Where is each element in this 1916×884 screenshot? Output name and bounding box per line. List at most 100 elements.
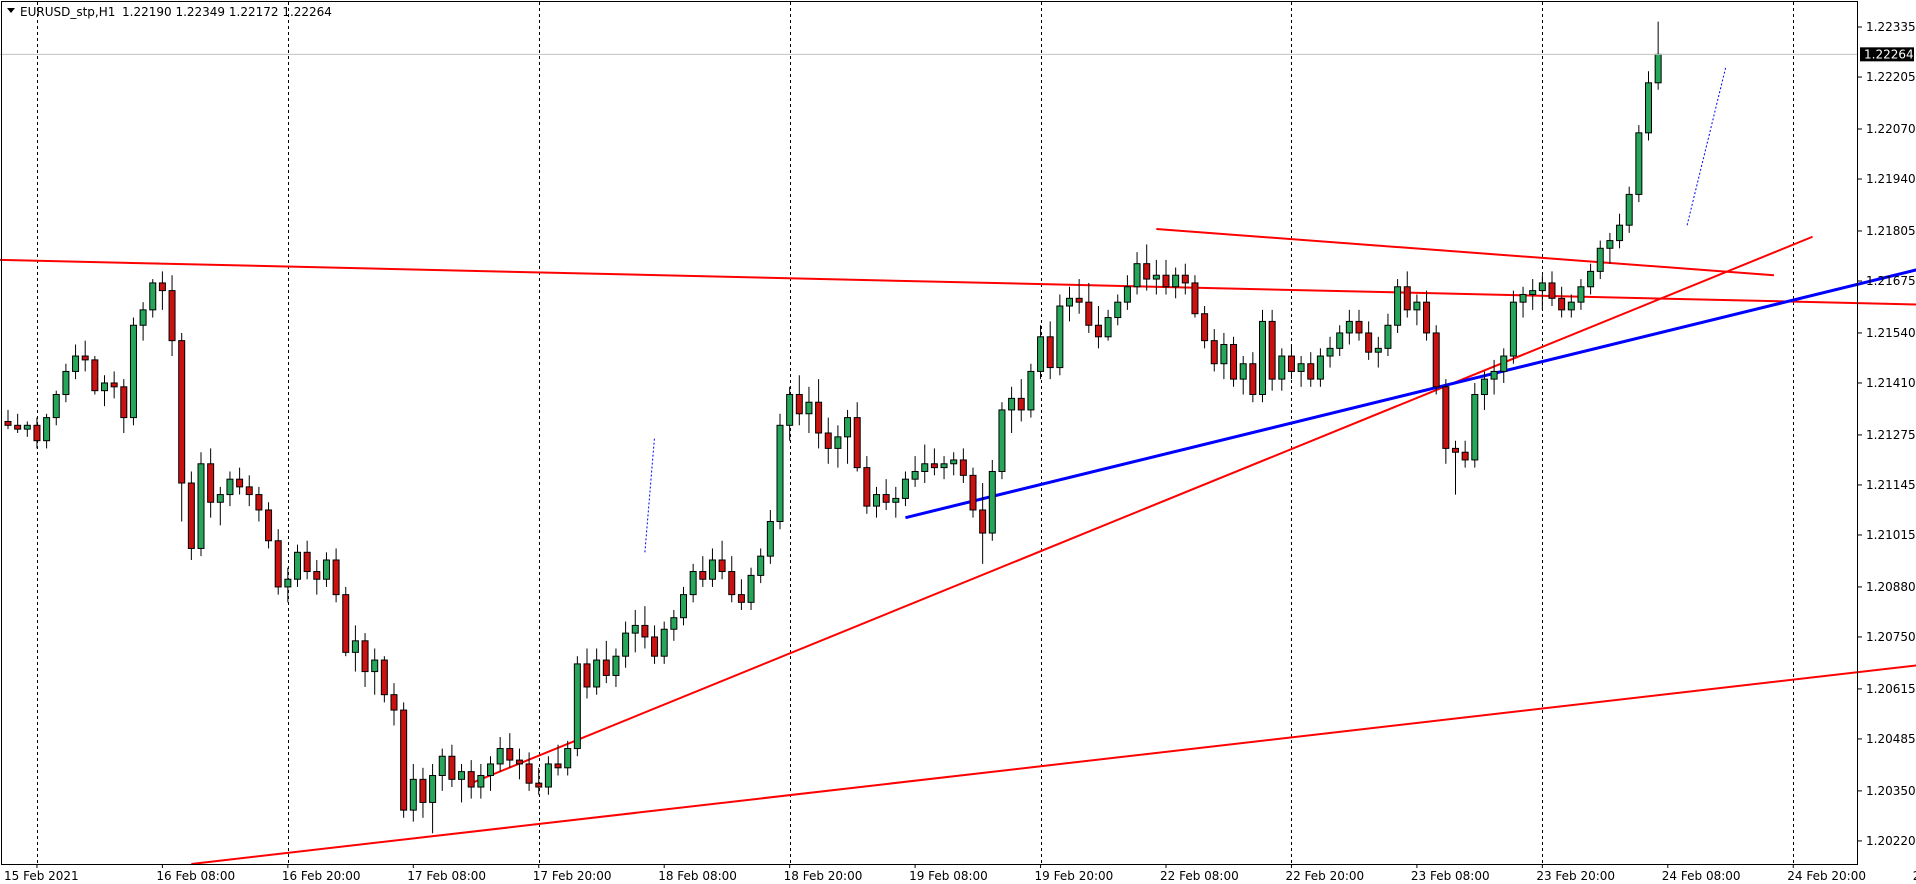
candle — [245, 475, 253, 507]
candle — [786, 386, 794, 441]
candle — [400, 702, 408, 818]
x-tick-label: 23 Feb 20:00 — [1536, 869, 1615, 883]
candle-body — [361, 640, 369, 673]
candle-body — [236, 478, 244, 488]
candle-body — [178, 340, 186, 484]
candle — [988, 459, 996, 541]
x-tick-label: 17 Feb 08:00 — [407, 869, 486, 883]
x-tick-label: 19 Feb 20:00 — [1035, 869, 1114, 883]
candle — [342, 586, 350, 657]
candle-body — [1066, 297, 1073, 307]
descending-trendline — [1156, 228, 1775, 277]
dropdown-triangle-icon[interactable] — [7, 8, 15, 13]
candle — [1066, 286, 1073, 322]
y-tick-label: 1.20750 — [1866, 630, 1916, 644]
horizontal-resistance-trendline — [0, 258, 1916, 306]
candle-body — [458, 771, 466, 780]
candle-body — [23, 424, 31, 430]
candle — [1085, 282, 1093, 333]
y-tick-label: 1.21540 — [1866, 326, 1916, 340]
candle — [72, 344, 80, 380]
candle-body — [467, 771, 475, 788]
candle-body — [1654, 53, 1662, 84]
candle-body — [612, 655, 620, 676]
candle — [1104, 309, 1112, 341]
candle — [1037, 325, 1045, 380]
candle-body — [593, 659, 601, 688]
candle-body — [1210, 340, 1218, 365]
candle — [274, 529, 282, 595]
candle — [680, 586, 687, 626]
candle-body — [207, 463, 215, 503]
candle — [815, 379, 823, 449]
candle-body — [728, 571, 736, 596]
candle — [496, 737, 504, 772]
candle — [873, 486, 880, 518]
x-tick-label: 25 Feb 08:00 — [1913, 869, 1916, 883]
price-tag-background — [1860, 47, 1914, 62]
candle — [1297, 356, 1305, 387]
candle-body — [1017, 397, 1025, 411]
candle — [506, 733, 514, 768]
candle — [1239, 356, 1247, 395]
candle — [178, 332, 186, 522]
candle — [43, 413, 51, 449]
candle-body — [158, 282, 166, 292]
candle — [1336, 325, 1344, 357]
candle — [1220, 332, 1228, 380]
candle-body — [554, 763, 562, 769]
candle-body — [1268, 320, 1276, 380]
candle-body — [1616, 224, 1624, 242]
candle-body — [72, 355, 80, 372]
y-tick-label: 1.20880 — [1866, 580, 1916, 594]
candle-body — [834, 436, 842, 449]
x-tick-label: 16 Feb 20:00 — [282, 869, 361, 883]
candle-body — [757, 555, 765, 576]
candle — [1567, 294, 1575, 318]
candle — [950, 452, 958, 476]
chart-header: EURUSD_stp,H1 1.22190 1.22349 1.22172 1.… — [7, 5, 332, 19]
candle-body — [1423, 301, 1431, 334]
candle-body — [631, 624, 639, 634]
candle — [1046, 321, 1054, 380]
y-tick-label: 1.21275 — [1866, 428, 1916, 442]
candle — [101, 375, 108, 407]
candle — [1625, 186, 1633, 233]
candle — [303, 540, 311, 580]
candle — [728, 556, 736, 603]
candle — [544, 756, 552, 795]
y-tick-label: 1.21675 — [1866, 274, 1916, 288]
candle-body — [1500, 355, 1508, 372]
candle-body — [1471, 394, 1479, 461]
price-tag-value: 1.22264 — [1864, 47, 1914, 61]
candle-body — [853, 417, 861, 469]
long-term-trendline — [191, 664, 1916, 865]
candle-body — [313, 571, 321, 580]
candle — [294, 544, 301, 587]
candle — [1471, 382, 1479, 468]
candle-body — [52, 394, 60, 419]
candle-body — [129, 324, 137, 419]
candle — [573, 656, 581, 757]
candle — [216, 486, 224, 526]
candle — [429, 763, 437, 834]
candle — [1259, 309, 1266, 403]
candle-body — [844, 417, 852, 438]
candle-body — [380, 659, 388, 696]
candle-body — [1046, 336, 1054, 369]
candle-body — [1394, 286, 1402, 326]
candle — [1191, 275, 1199, 318]
y-tick-label: 1.20615 — [1866, 682, 1916, 696]
candle — [979, 483, 987, 564]
x-tick-label: 15 Feb 2021 — [4, 869, 79, 883]
candle — [1635, 125, 1643, 203]
candle — [1480, 371, 1488, 410]
candle-body — [708, 559, 716, 580]
candle — [1577, 279, 1585, 310]
candle — [583, 648, 591, 699]
candle — [757, 548, 765, 584]
y-tick-label: 1.21940 — [1866, 172, 1916, 186]
candle — [911, 456, 919, 487]
candle-body — [1480, 378, 1488, 396]
